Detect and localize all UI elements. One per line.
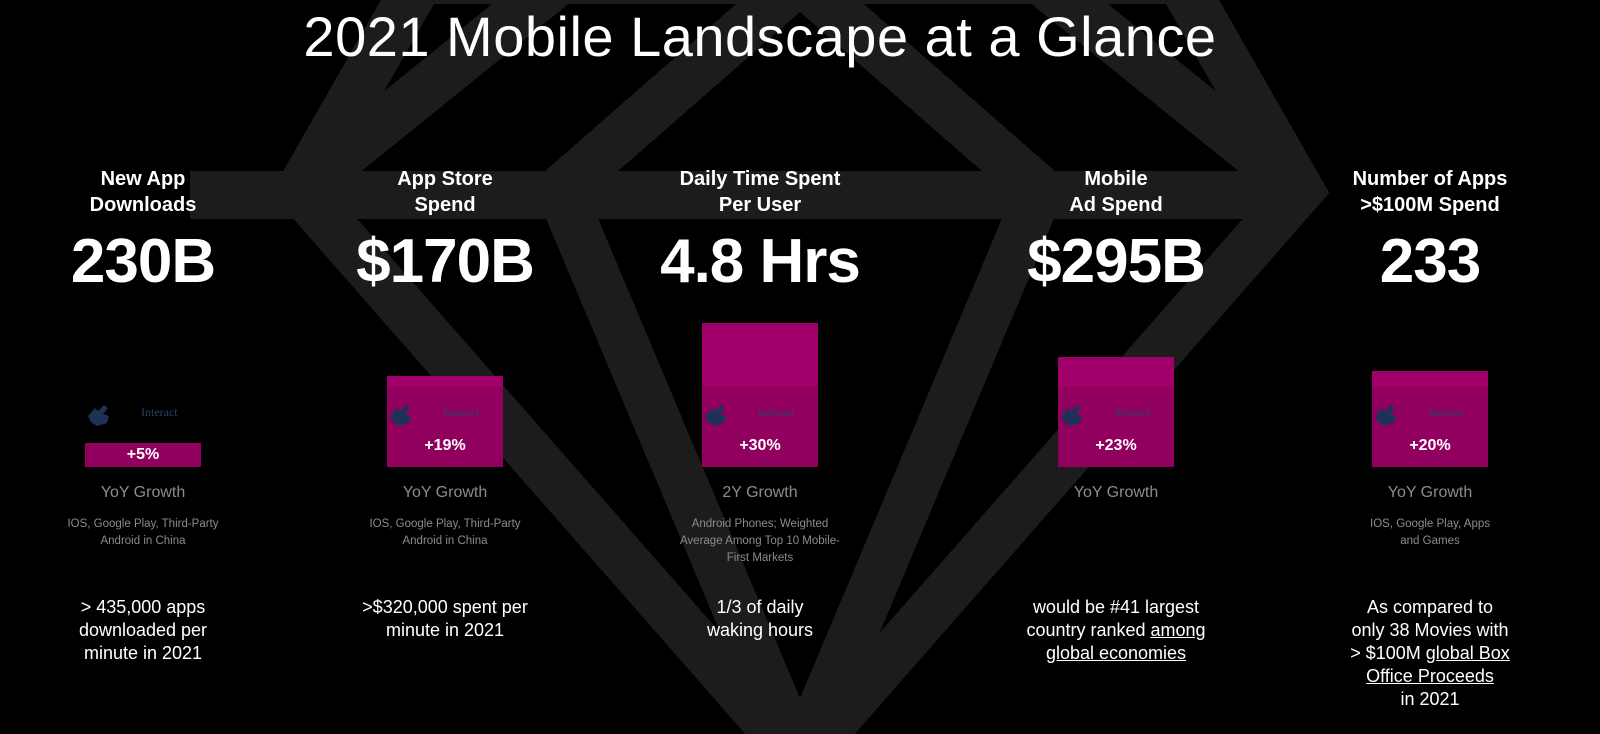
metric-heading: New App Downloads [89, 168, 197, 216]
metric-note: IOS, Google Play, Apps and Games [1370, 518, 1490, 547]
metric-note: IOS, Google Play, Third-Party Android in… [67, 518, 219, 547]
growth-caption: YoY Growth [100, 484, 186, 501]
growth-bar [702, 323, 818, 467]
growth-caption: 2Y Growth [722, 484, 798, 501]
interact-label: Interact [443, 405, 480, 419]
among-link[interactable]: among [1150, 620, 1206, 640]
growth-percent-label: +20% [1409, 437, 1451, 454]
interact-label: Interact [1428, 405, 1465, 419]
interact-button[interactable]: Interact [702, 402, 818, 426]
metric-fact: would be #41 largest country ranked amon… [966, 596, 1266, 665]
metric-value: 4.8 Hrs [660, 227, 861, 296]
metric-value: $295B [1027, 227, 1206, 296]
interact-label: Interact [758, 405, 795, 419]
interact-button[interactable]: Interact [1058, 402, 1174, 426]
metric-heading: App Store Spend [397, 168, 493, 216]
hand-pointer-icon [1375, 405, 1396, 426]
metric-note: IOS, Google Play, Third-Party Android in… [369, 518, 521, 547]
interact-label: Interact [141, 405, 178, 419]
growth-caption: YoY Growth [1387, 484, 1473, 501]
metric-daily-time-spent: Daily Time Spent Per User 4.8 Hrs Intera… [610, 0, 910, 734]
bar-top-shade [1372, 371, 1488, 387]
metric-fact: >$320,000 spent per minute in 2021 [362, 597, 528, 640]
bar-top-shade [702, 323, 818, 387]
interact-button[interactable]: Interact [85, 402, 201, 426]
hand-pointer-icon [88, 405, 109, 426]
metric-mobile-ad-spend: Mobile Ad Spend $295B Interact +23% YoY … [966, 0, 1266, 734]
metric-fact: > 435,000 apps downloaded per minute in … [78, 597, 208, 663]
hand-pointer-icon [390, 405, 411, 426]
hand-pointer-icon [1061, 405, 1082, 426]
metric-new-app-downloads: New App Downloads 230B Interact +5% YoY … [0, 0, 293, 734]
metric-apps-over-100m: Number of Apps >$100M Spend 233 Interact… [1280, 0, 1580, 734]
growth-caption: YoY Growth [402, 484, 488, 501]
metric-value: 233 [1379, 227, 1481, 296]
bar-top-shade [1058, 357, 1174, 387]
metric-value: 230B [70, 227, 216, 296]
global-economies-link[interactable]: global economies [1045, 643, 1187, 663]
metric-fact: As compared to only 38 Movies with > $10… [1280, 596, 1580, 711]
growth-percent-label: +19% [424, 437, 466, 454]
metric-heading: Daily Time Spent Per User [679, 168, 841, 216]
hand-pointer-icon [705, 405, 726, 426]
page-title: 2021 Mobile Landscape at a Glance [303, 5, 1217, 68]
growth-caption: YoY Growth [1073, 484, 1159, 501]
global-box-link[interactable]: global Box [1425, 643, 1510, 663]
metric-value: $170B [356, 227, 535, 296]
bar-top-shade [387, 376, 503, 387]
office-proceeds-link[interactable]: Office Proceeds [1366, 666, 1494, 686]
metric-heading: Mobile Ad Spend [1069, 168, 1163, 216]
growth-bar [85, 443, 201, 467]
interact-label: Interact [1114, 405, 1151, 419]
interact-button[interactable]: Interact [387, 402, 503, 426]
metric-fact: 1/3 of daily waking hours [706, 597, 814, 640]
interact-button[interactable]: Interact [1372, 402, 1488, 426]
growth-percent-label: +23% [1095, 437, 1137, 454]
metric-app-store-spend: App Store Spend $170B Interact +19% YoY … [295, 0, 595, 734]
growth-percent-label: +30% [739, 437, 781, 454]
growth-percent-label: +5% [126, 446, 160, 463]
metric-heading: Number of Apps >$100M Spend [1352, 168, 1508, 216]
metric-note: Android Phones; Weighted Average Among T… [679, 518, 841, 564]
